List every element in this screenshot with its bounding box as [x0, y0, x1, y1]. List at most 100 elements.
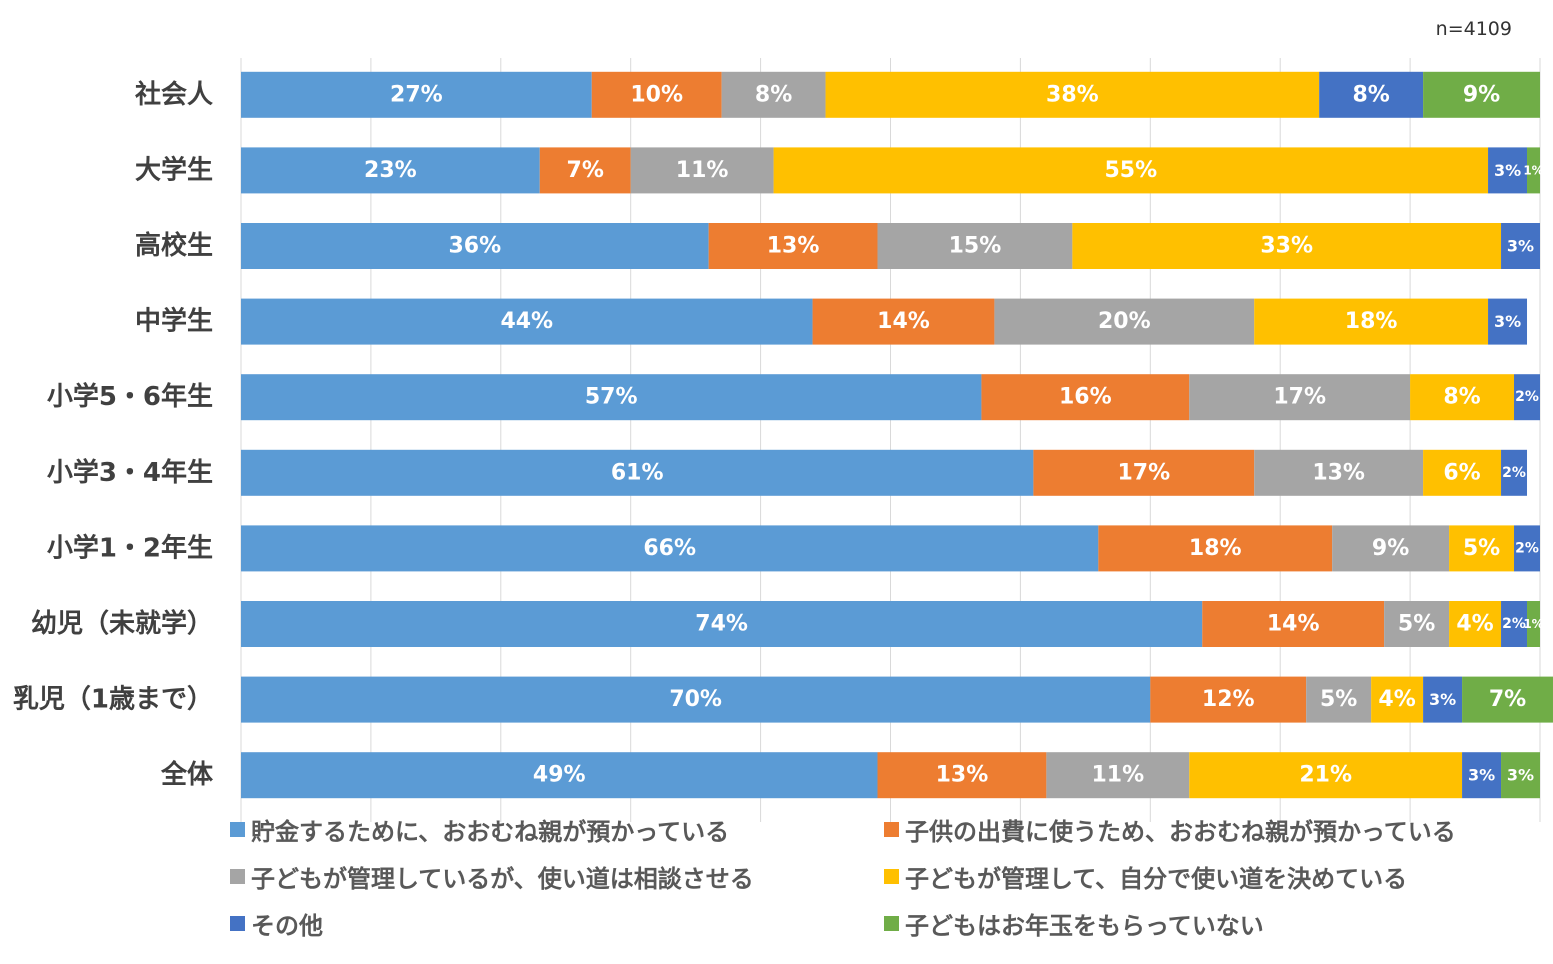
bar-segment	[1423, 71, 1540, 118]
data-label: 3%	[1507, 237, 1534, 256]
legend-label: その他	[251, 912, 323, 940]
bar-segment	[241, 298, 813, 345]
data-label: 70%	[669, 687, 722, 712]
bar-segment	[773, 147, 1489, 194]
legend-item: 貯金するために、おおむね親が預かっている	[230, 812, 729, 847]
bar-segment	[1072, 223, 1502, 269]
bar-segment	[1384, 601, 1450, 647]
data-label: 7%	[567, 158, 604, 183]
bar-segment	[877, 752, 1047, 799]
bar-segment	[994, 298, 1255, 345]
data-label: 2%	[1515, 540, 1539, 556]
data-label: 8%	[1352, 82, 1389, 107]
category-label: 社会人	[135, 79, 213, 110]
bar-segment	[825, 71, 1320, 118]
legend-label: 子どもが管理して、自分で使い道を決めている	[905, 865, 1408, 893]
legend-swatch	[884, 822, 899, 837]
data-label: 7%	[1489, 687, 1526, 712]
category-label: 幼児（未就学）	[31, 608, 213, 639]
data-label: 18%	[1345, 309, 1398, 334]
data-label: 15%	[949, 234, 1002, 259]
bar-segment	[241, 147, 540, 194]
legend-label: 子供の出費に使うため、おおむね親が預かっている	[905, 818, 1456, 846]
data-label: 66%	[643, 536, 696, 561]
bar-segment	[241, 71, 592, 118]
legend-swatch	[884, 869, 899, 884]
data-label: 44%	[500, 309, 553, 334]
bar-segment	[1098, 525, 1333, 572]
bar-segment	[1527, 601, 1540, 647]
data-label: 3%	[1507, 766, 1534, 785]
bar-segment	[1501, 601, 1528, 647]
data-label: 3%	[1429, 690, 1456, 709]
data-label: 13%	[1312, 460, 1365, 485]
bar-segment	[1488, 147, 1528, 194]
bar-segment	[1488, 298, 1528, 345]
category-label: 乳児（1歳まで）	[13, 685, 213, 715]
bar-segment	[241, 752, 878, 799]
bar-segment	[241, 601, 1203, 647]
data-label: 8%	[1443, 385, 1480, 410]
category-label: 小学3・4年生	[47, 457, 213, 488]
bar-segment	[1150, 676, 1307, 723]
data-label: 11%	[676, 158, 729, 183]
data-label: 74%	[695, 612, 748, 637]
data-label: 14%	[877, 309, 930, 334]
data-label: 14%	[1267, 612, 1320, 637]
data-label: 5%	[1320, 687, 1357, 712]
data-label: 6%	[1443, 460, 1480, 485]
bar-segment	[241, 374, 982, 421]
bar-segment	[1423, 676, 1463, 723]
data-label: 18%	[1189, 536, 1242, 561]
data-label: 17%	[1117, 460, 1170, 485]
bar-segment	[1371, 676, 1424, 723]
bar-segment	[1189, 752, 1463, 799]
data-label: 23%	[364, 158, 417, 183]
chart-legend: 貯金するために、おおむね親が預かっている 子供の出費に使うため、おおむね親が預かっ…	[230, 812, 1550, 962]
bar-segment	[1462, 676, 1553, 723]
data-label: 55%	[1104, 158, 1157, 183]
bar-segment	[1033, 449, 1255, 496]
data-label: 13%	[936, 763, 989, 788]
bar-segment	[241, 525, 1099, 572]
bar-segment	[241, 223, 709, 269]
bar-segment	[1046, 752, 1190, 799]
bar-segment	[721, 71, 826, 118]
bar-segment	[241, 676, 1151, 723]
data-label: 3%	[1468, 766, 1495, 785]
data-label: 13%	[767, 234, 820, 259]
data-label: 12%	[1202, 687, 1255, 712]
bar-segment	[1332, 525, 1450, 572]
data-label: 17%	[1273, 385, 1326, 410]
data-label: 2%	[1515, 389, 1539, 405]
data-label: 33%	[1260, 234, 1313, 259]
data-label: 5%	[1398, 612, 1435, 637]
category-label: 全体	[160, 759, 214, 790]
data-label: 1%	[1523, 617, 1543, 631]
bar-segment	[1501, 223, 1540, 269]
data-label: 3%	[1494, 312, 1521, 331]
category-label: 大学生	[135, 154, 213, 185]
data-label: 9%	[1463, 82, 1500, 107]
legend-label: 貯金するために、おおむね親が預かっている	[251, 818, 730, 846]
data-label: 21%	[1299, 763, 1352, 788]
bar-segment	[1501, 752, 1540, 799]
bar-segment	[877, 223, 1073, 269]
bar-segment	[1319, 71, 1424, 118]
bar-segment	[630, 147, 774, 194]
legend-item: 子どもが管理しているが、使い道は相談させる	[230, 859, 754, 894]
data-label: 10%	[630, 82, 683, 107]
legend-item: 子どもはお年玉をもらっていない	[884, 906, 1264, 941]
bar-segment	[591, 71, 722, 118]
legend-item: その他	[230, 906, 323, 941]
data-label: 3%	[1494, 161, 1521, 180]
bar-segment	[812, 298, 995, 345]
bar-segment	[708, 223, 878, 269]
legend-swatch	[884, 916, 899, 931]
category-label: 高校生	[135, 230, 213, 261]
data-label: 27%	[390, 82, 443, 107]
bar-segment	[1449, 601, 1502, 647]
data-label: 61%	[611, 460, 664, 485]
legend-swatch	[230, 916, 245, 931]
bar-segment	[1449, 525, 1515, 572]
